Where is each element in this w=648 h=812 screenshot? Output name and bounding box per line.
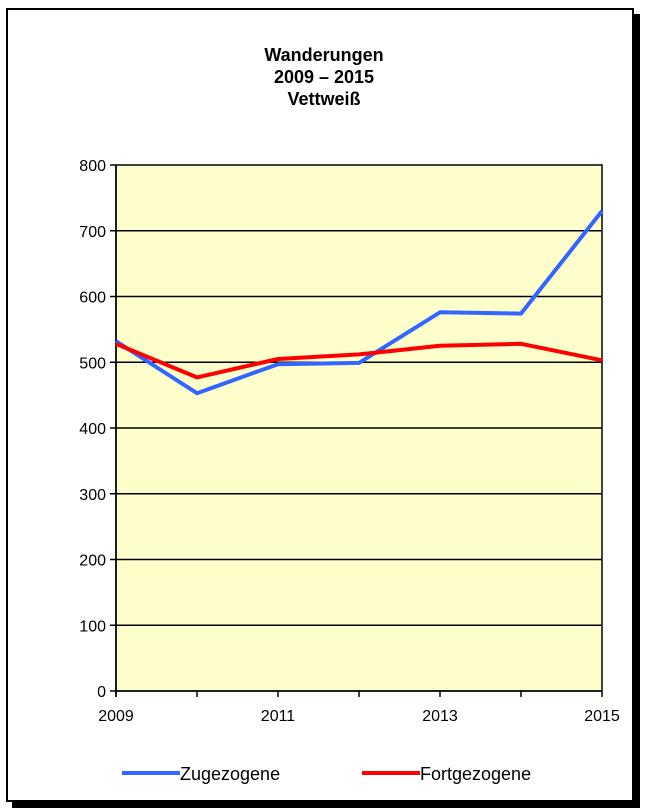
x-tick-label-2011: 2011 [261, 708, 296, 725]
y-tick-label-800: 800 [79, 158, 106, 175]
legend-label-zugezogene: Zugezogene [180, 764, 280, 784]
y-tick-label-700: 700 [79, 224, 106, 241]
y-tick-label-600: 600 [79, 290, 106, 307]
chart-title-line-1: Wanderungen [264, 45, 384, 65]
y-tick-label-200: 200 [79, 553, 106, 570]
y-tick-label-300: 300 [79, 487, 106, 504]
chart-title-line-2: 2009 – 2015 [273, 67, 375, 87]
x-tick-label-2013: 2013 [422, 708, 458, 725]
chart-title-line-3: Vettweiß [287, 89, 361, 109]
x-tick-label-2015: 2015 [584, 708, 620, 725]
y-tick-label-500: 500 [79, 355, 106, 372]
y-tick-label-0: 0 [97, 684, 106, 701]
series-line-fortgezogene [115, 341, 603, 380]
y-tick-label-400: 400 [79, 421, 106, 438]
legend-label-fortgezogene: Fortgezogene [420, 764, 531, 784]
series-line-zugezogene [114, 209, 604, 396]
y-tick-label-100: 100 [79, 618, 106, 635]
x-tick-label-2009: 2009 [98, 708, 134, 725]
